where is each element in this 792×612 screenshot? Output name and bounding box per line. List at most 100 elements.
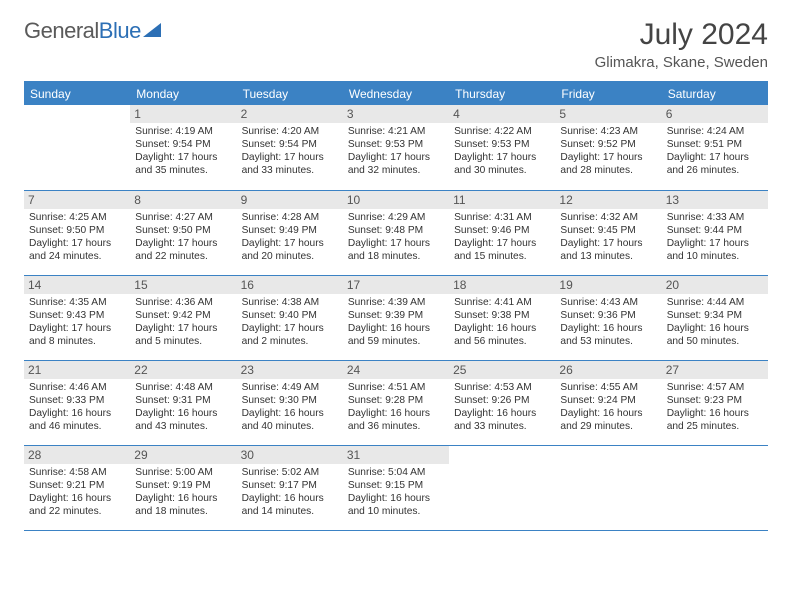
day-number: 23 <box>237 361 343 379</box>
daylight-line: Daylight: 17 hours and 8 minutes. <box>29 322 125 348</box>
calendar-cell <box>662 445 768 530</box>
weekday-row: SundayMondayTuesdayWednesdayThursdayFrid… <box>24 82 768 105</box>
sunset-line: Sunset: 9:52 PM <box>560 138 656 151</box>
sunrise-line: Sunrise: 4:48 AM <box>135 381 231 394</box>
sunset-line: Sunset: 9:28 PM <box>348 394 444 407</box>
sunrise-line: Sunrise: 4:55 AM <box>560 381 656 394</box>
day-number: 4 <box>449 105 555 123</box>
sunrise-line: Sunrise: 4:43 AM <box>560 296 656 309</box>
location-text: Glimakra, Skane, Sweden <box>595 54 768 71</box>
day-number: 11 <box>449 191 555 209</box>
weekday-header: Thursday <box>449 82 555 105</box>
sunset-line: Sunset: 9:45 PM <box>560 224 656 237</box>
sunset-line: Sunset: 9:44 PM <box>667 224 763 237</box>
sunrise-line: Sunrise: 4:20 AM <box>242 125 338 138</box>
daylight-line: Daylight: 16 hours and 59 minutes. <box>348 322 444 348</box>
daylight-line: Daylight: 17 hours and 28 minutes. <box>560 151 656 177</box>
day-number: 30 <box>237 446 343 464</box>
sunrise-line: Sunrise: 4:27 AM <box>135 211 231 224</box>
calendar-cell: 6Sunrise: 4:24 AMSunset: 9:51 PMDaylight… <box>662 105 768 190</box>
sunrise-line: Sunrise: 4:19 AM <box>135 125 231 138</box>
sunset-line: Sunset: 9:34 PM <box>667 309 763 322</box>
calendar-cell: 28Sunrise: 4:58 AMSunset: 9:21 PMDayligh… <box>24 445 130 530</box>
daylight-line: Daylight: 17 hours and 33 minutes. <box>242 151 338 177</box>
day-number: 19 <box>555 276 661 294</box>
calendar-cell: 26Sunrise: 4:55 AMSunset: 9:24 PMDayligh… <box>555 360 661 445</box>
sunrise-line: Sunrise: 4:44 AM <box>667 296 763 309</box>
logo-text-blue: Blue <box>99 18 141 44</box>
daylight-line: Daylight: 17 hours and 35 minutes. <box>135 151 231 177</box>
daylight-line: Daylight: 16 hours and 33 minutes. <box>454 407 550 433</box>
daylight-line: Daylight: 17 hours and 32 minutes. <box>348 151 444 177</box>
day-number: 18 <box>449 276 555 294</box>
calendar-cell <box>555 445 661 530</box>
sunrise-line: Sunrise: 4:32 AM <box>560 211 656 224</box>
calendar-table: SundayMondayTuesdayWednesdayThursdayFrid… <box>24 81 768 531</box>
calendar-cell: 9 Sunrise: 4:28 AMSunset: 9:49 PMDaylight… <box>237 190 343 275</box>
daylight-line: Daylight: 17 hours and 5 minutes. <box>135 322 231 348</box>
day-number: 6 <box>662 105 768 123</box>
sunrise-line: Sunrise: 4:51 AM <box>348 381 444 394</box>
daylight-line: Daylight: 17 hours and 18 minutes. <box>348 237 444 263</box>
calendar-head: SundayMondayTuesdayWednesdayThursdayFrid… <box>24 82 768 105</box>
day-number: 8 <box>130 191 236 209</box>
daylight-line: Daylight: 17 hours and 10 minutes. <box>667 237 763 263</box>
sunset-line: Sunset: 9:30 PM <box>242 394 338 407</box>
day-number: 5 <box>555 105 661 123</box>
sunrise-line: Sunrise: 4:36 AM <box>135 296 231 309</box>
calendar-cell: 8Sunrise: 4:27 AMSunset: 9:50 PMDaylight… <box>130 190 236 275</box>
daylight-line: Daylight: 17 hours and 30 minutes. <box>454 151 550 177</box>
sunset-line: Sunset: 9:38 PM <box>454 309 550 322</box>
calendar-cell: 12Sunrise: 4:32 AMSunset: 9:45 PMDayligh… <box>555 190 661 275</box>
calendar-cell: 5Sunrise: 4:23 AMSunset: 9:52 PMDaylight… <box>555 105 661 190</box>
sunrise-line: Sunrise: 4:41 AM <box>454 296 550 309</box>
day-number: 3 <box>343 105 449 123</box>
sunset-line: Sunset: 9:53 PM <box>348 138 444 151</box>
daylight-line: Daylight: 17 hours and 15 minutes. <box>454 237 550 263</box>
sunrise-line: Sunrise: 4:29 AM <box>348 211 444 224</box>
day-number: 21 <box>24 361 130 379</box>
sunset-line: Sunset: 9:15 PM <box>348 479 444 492</box>
weekday-header: Wednesday <box>343 82 449 105</box>
sunset-line: Sunset: 9:50 PM <box>29 224 125 237</box>
sunset-line: Sunset: 9:26 PM <box>454 394 550 407</box>
day-number: 29 <box>130 446 236 464</box>
day-number: 31 <box>343 446 449 464</box>
daylight-line: Daylight: 16 hours and 25 minutes. <box>667 407 763 433</box>
sunrise-line: Sunrise: 5:04 AM <box>348 466 444 479</box>
sunset-line: Sunset: 9:23 PM <box>667 394 763 407</box>
calendar-cell: 22Sunrise: 4:48 AMSunset: 9:31 PMDayligh… <box>130 360 236 445</box>
day-number: 7 <box>24 191 130 209</box>
sunrise-line: Sunrise: 4:35 AM <box>29 296 125 309</box>
daylight-line: Daylight: 17 hours and 20 minutes. <box>242 237 338 263</box>
calendar-body: 1Sunrise: 4:19 AMSunset: 9:54 PMDaylight… <box>24 105 768 530</box>
sunset-line: Sunset: 9:49 PM <box>242 224 338 237</box>
calendar-cell: 25Sunrise: 4:53 AMSunset: 9:26 PMDayligh… <box>449 360 555 445</box>
calendar-cell: 20Sunrise: 4:44 AMSunset: 9:34 PMDayligh… <box>662 275 768 360</box>
calendar-cell: 27Sunrise: 4:57 AMSunset: 9:23 PMDayligh… <box>662 360 768 445</box>
daylight-line: Daylight: 17 hours and 22 minutes. <box>135 237 231 263</box>
calendar-cell: 29Sunrise: 5:00 AMSunset: 9:19 PMDayligh… <box>130 445 236 530</box>
day-number: 13 <box>662 191 768 209</box>
day-number: 17 <box>343 276 449 294</box>
calendar-cell: 19Sunrise: 4:43 AMSunset: 9:36 PMDayligh… <box>555 275 661 360</box>
day-number: 25 <box>449 361 555 379</box>
calendar-row: 21Sunrise: 4:46 AMSunset: 9:33 PMDayligh… <box>24 360 768 445</box>
day-number: 10 <box>343 191 449 209</box>
calendar-cell: 14Sunrise: 4:35 AMSunset: 9:43 PMDayligh… <box>24 275 130 360</box>
sunset-line: Sunset: 9:51 PM <box>667 138 763 151</box>
sunrise-line: Sunrise: 4:22 AM <box>454 125 550 138</box>
weekday-header: Monday <box>130 82 236 105</box>
day-number: 9 <box>237 191 343 209</box>
daylight-line: Daylight: 16 hours and 36 minutes. <box>348 407 444 433</box>
calendar-cell: 4Sunrise: 4:22 AMSunset: 9:53 PMDaylight… <box>449 105 555 190</box>
daylight-line: Daylight: 16 hours and 40 minutes. <box>242 407 338 433</box>
sunrise-line: Sunrise: 4:49 AM <box>242 381 338 394</box>
logo: GeneralBlue <box>24 18 165 44</box>
daylight-line: Daylight: 16 hours and 22 minutes. <box>29 492 125 518</box>
daylight-line: Daylight: 17 hours and 2 minutes. <box>242 322 338 348</box>
sunset-line: Sunset: 9:39 PM <box>348 309 444 322</box>
sunset-line: Sunset: 9:36 PM <box>560 309 656 322</box>
day-number: 27 <box>662 361 768 379</box>
sunrise-line: Sunrise: 4:28 AM <box>242 211 338 224</box>
